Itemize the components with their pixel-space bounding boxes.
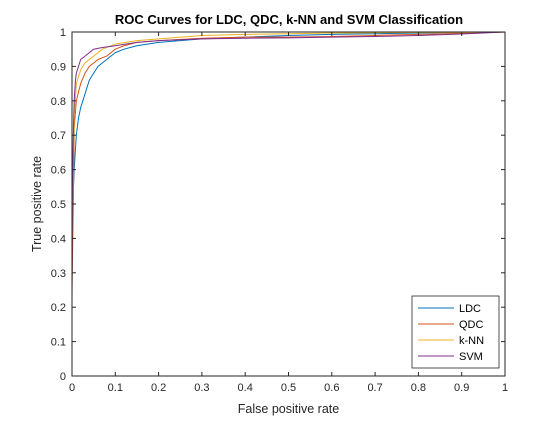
x-tick-label: 0.7: [367, 382, 382, 394]
series-line-qdc: [71, 31, 506, 376]
legend-label-ldc: LDC: [459, 303, 481, 315]
y-tick-label: 1: [60, 27, 66, 39]
y-tick-label: 0.3: [51, 268, 66, 280]
series-layer: [71, 31, 506, 376]
series-line-ldc: [71, 31, 506, 376]
x-tick-label: 0.4: [238, 382, 253, 394]
y-tick-label: 0: [60, 371, 66, 383]
legend-label-svm: SVM: [459, 351, 483, 363]
y-tick-label: 0.4: [51, 233, 66, 245]
y-tick-label: 0.7: [51, 130, 66, 142]
legend-label-k-nn: k-NN: [459, 335, 484, 347]
x-tick-label: 0.9: [454, 382, 469, 394]
x-tick-label: 0.5: [281, 382, 296, 394]
x-tick-label: 0: [69, 382, 75, 394]
series-line-k-nn: [71, 31, 506, 376]
x-tick-label: 0.3: [194, 382, 209, 394]
y-tick-label: 0.5: [51, 199, 66, 211]
x-tick-label: 0.1: [108, 382, 123, 394]
series-line-svm: [71, 31, 506, 376]
y-axis-title: True positive rate: [30, 156, 44, 252]
x-tick-label: 1: [502, 382, 508, 394]
x-tick-label: 0.8: [411, 382, 426, 394]
x-tick-label: 0.2: [151, 382, 166, 394]
y-tick-label: 0.6: [51, 165, 66, 177]
y-tick-label: 0.2: [51, 302, 66, 314]
chart-title: ROC Curves for LDC, QDC, k-NN and SVM Cl…: [115, 12, 463, 27]
y-tick-label: 0.9: [51, 61, 66, 73]
y-tick-label: 0.1: [51, 337, 66, 349]
x-axis-title: False positive rate: [238, 402, 339, 416]
legend: LDC QDC k-NN SVM: [411, 295, 500, 369]
legend-label-qdc: QDC: [459, 319, 484, 331]
y-tick-label: 0.8: [51, 96, 66, 108]
tick-layer: 0 0.1 0.2 0.3 0.4 0.5 0.6 0.7 0.8 0.9 1 0 0.1 0.2 0.3 0…: [51, 27, 508, 394]
legend-box: [411, 295, 500, 369]
x-tick-label: 0.6: [324, 382, 339, 394]
